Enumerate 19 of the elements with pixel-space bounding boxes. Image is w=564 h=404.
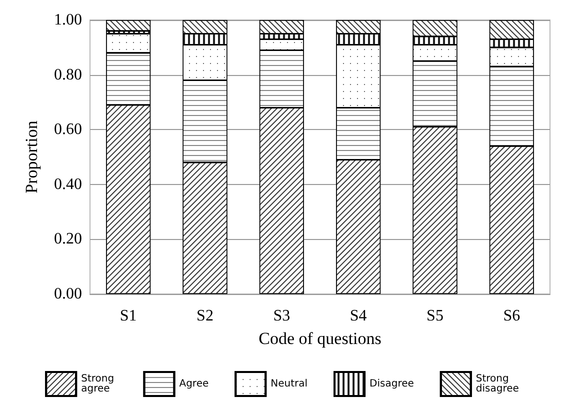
- y-tick-label: 1.00: [54, 12, 82, 28]
- x-tick-label: S2: [196, 308, 214, 324]
- y-tick-label: 0.00: [54, 286, 82, 302]
- x-tick-label: S6: [503, 308, 520, 324]
- legend-label: Strong disagree: [476, 374, 519, 394]
- y-tick-label: 0.80: [54, 66, 82, 84]
- legend-label: Neutral: [270, 378, 308, 390]
- x-tick-label: S1: [120, 308, 137, 324]
- x-tick-label: S4: [350, 308, 367, 324]
- y-tick-label: 0.20: [54, 230, 82, 248]
- y-tick-label: 0.60: [54, 121, 82, 138]
- legend-label: Agree: [179, 378, 209, 390]
- legend-label: Disagree: [370, 378, 414, 390]
- x-axis-title: Code of questions: [258, 329, 382, 348]
- x-tick-label: S3: [273, 308, 290, 324]
- y-tick-label: 0.40: [54, 176, 82, 193]
- x-tick-label: S5: [426, 308, 444, 324]
- legend-label: Strong agree: [81, 374, 118, 394]
- y-axis-title: Proportion: [22, 120, 41, 194]
